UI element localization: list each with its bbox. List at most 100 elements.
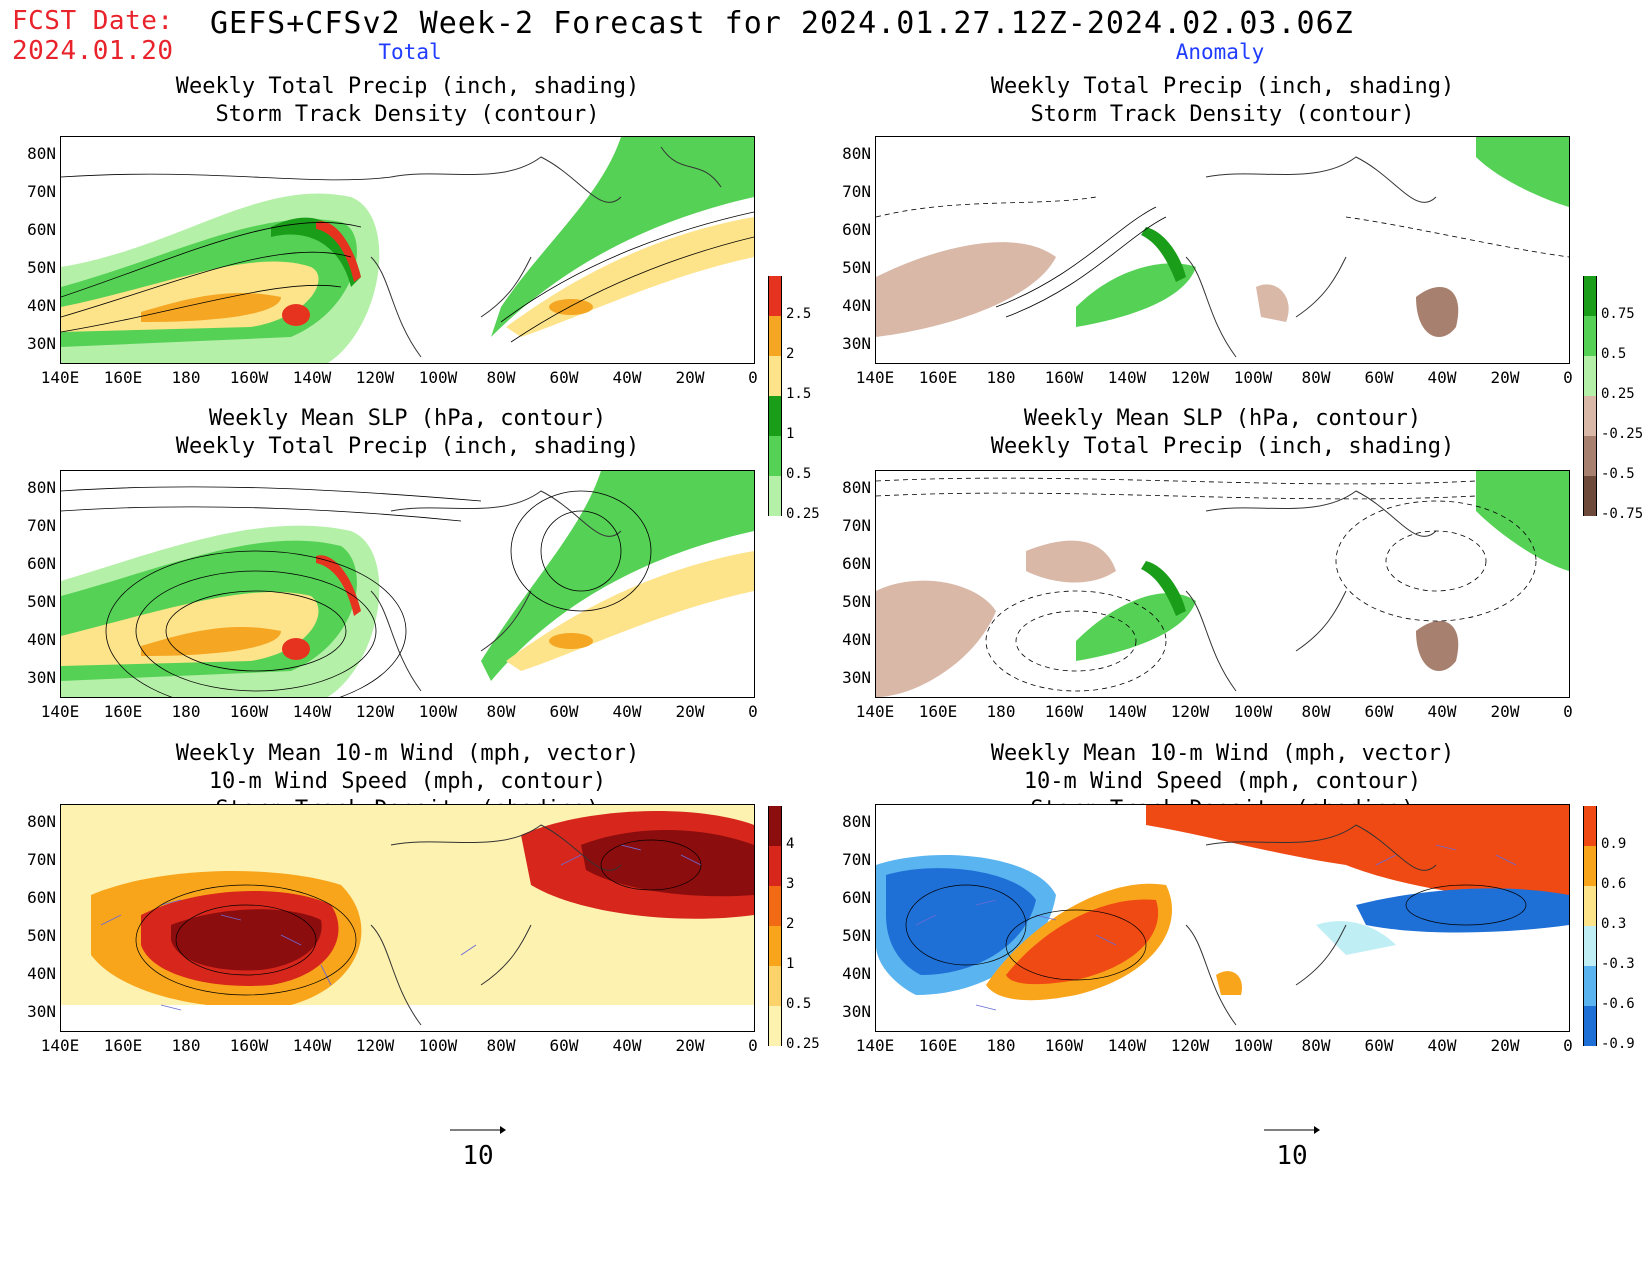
- map-panel-4: [875, 470, 1570, 698]
- latitude-label: 70N: [842, 182, 871, 201]
- colorbar-label: 1: [786, 426, 795, 442]
- map-panel-6: [875, 804, 1570, 1032]
- panel-1-title-line-1: Weekly Total Precip (inch, shading): [175, 74, 640, 99]
- panel-5-title-line-1: Weekly Mean 10-m Wind (mph, vector): [175, 741, 640, 766]
- longitude-label: 180: [171, 1036, 201, 1055]
- precip-atlantic-region: [481, 471, 754, 681]
- precip-atlantic-region: [491, 137, 754, 337]
- dry-anomaly-atlantic: [1416, 287, 1459, 337]
- longitude-label: 140E: [855, 702, 895, 721]
- coastlines: [370, 824, 622, 1026]
- column-label-anomaly: Anomaly: [1175, 40, 1265, 64]
- colorbar-label: 0.5: [786, 996, 812, 1012]
- coastlines: [1185, 490, 1437, 692]
- panel-2-title-line-1: Weekly Total Precip (inch, shading): [990, 74, 1455, 99]
- panel-3-title-line-2: Weekly Total Precip (inch, shading): [175, 434, 640, 459]
- latitude-label: 30N: [842, 1002, 871, 1021]
- main-title: GEFS+CFSv2 Week-2 Forecast for 2024.01.2…: [210, 6, 1354, 41]
- forecast-date-label: FCST Date:: [12, 6, 174, 36]
- colorbar-label: -0.25: [1601, 426, 1644, 442]
- longitude-label: 160W: [1044, 368, 1084, 387]
- latitude-label: 80N: [27, 812, 56, 831]
- longitude-label: 40W: [1427, 368, 1457, 387]
- longitude-label: 80W: [486, 1036, 516, 1055]
- storm-density-atlantic-core: [581, 830, 754, 897]
- longitude-label: 140W: [292, 368, 332, 387]
- map-panel-1: [60, 136, 755, 364]
- precip-heavy-region: [141, 292, 281, 322]
- longitude-label: 0: [1563, 368, 1573, 387]
- colorbar-label: 0.25: [786, 1036, 820, 1052]
- wet-anomaly-greenland: [1476, 471, 1569, 571]
- longitude-label: 120W: [1170, 1036, 1210, 1055]
- latitude-label: 60N: [27, 220, 56, 239]
- positive-density-arctic: [1146, 805, 1569, 898]
- latitude-label: 80N: [842, 144, 871, 163]
- colorbar-label: 0.25: [1601, 386, 1635, 402]
- longitude-label: 160E: [103, 368, 143, 387]
- colorbar-segment: [1583, 1006, 1597, 1046]
- longitude-label: 100W: [418, 702, 458, 721]
- panel-6-title-line-2: 10-m Wind Speed (mph, contour): [1023, 769, 1422, 794]
- map-panel-5-canvas: [61, 805, 754, 1031]
- longitude-label: 160E: [918, 368, 958, 387]
- latitude-label: 80N: [27, 478, 56, 497]
- map-panel-3: [60, 470, 755, 698]
- longitude-label: 160W: [229, 702, 269, 721]
- latitude-label: 30N: [842, 668, 871, 687]
- negative-density-atlantic: [1356, 888, 1569, 933]
- vector-reference-value-left: 10: [462, 1141, 494, 1171]
- panel-4-title-line-1: Weekly Mean SLP (hPa, contour): [1023, 406, 1422, 431]
- longitude-label: 100W: [418, 1036, 458, 1055]
- longitude-label: 140W: [1107, 702, 1147, 721]
- latitude-label: 40N: [842, 964, 871, 983]
- storm-density-pacific-core: [171, 909, 322, 971]
- precip-max-cell: [282, 304, 310, 326]
- colorbar-label: 3: [786, 876, 795, 892]
- precip-coastal-max: [316, 555, 361, 616]
- longitude-label: 160W: [1044, 702, 1084, 721]
- dry-anomaly-southeast: [1256, 284, 1289, 322]
- latitude-label: 50N: [842, 926, 871, 945]
- longitude-label: 80W: [486, 368, 516, 387]
- longitude-label: 20W: [675, 1036, 705, 1055]
- colorbar-segment: [1583, 316, 1597, 356]
- wind-vectors: [915, 844, 1517, 1011]
- colorbar-segment: [1583, 806, 1597, 846]
- longitude-label: 40W: [612, 1036, 642, 1055]
- longitude-label: 0: [748, 368, 758, 387]
- longitude-label: 180: [171, 702, 201, 721]
- colorbar-segment: [768, 356, 782, 396]
- wet-anomaly-region: [1076, 593, 1196, 661]
- colorbar-segment: [768, 1006, 782, 1046]
- longitude-label: 100W: [1233, 702, 1273, 721]
- latitude-label: 50N: [27, 926, 56, 945]
- colorbar-segment: [768, 396, 782, 436]
- forecast-date-value: 2024.01.20: [12, 36, 174, 66]
- colorbar-segment: [1583, 436, 1597, 476]
- colorbar-segment: [768, 316, 782, 356]
- latitude-label: 40N: [27, 296, 56, 315]
- longitude-label: 40W: [612, 702, 642, 721]
- colorbar-label: 0.5: [786, 466, 812, 482]
- slp-anomaly-contours-negative: [876, 477, 1537, 692]
- panel-5-title-line-2: 10-m Wind Speed (mph, contour): [208, 769, 607, 794]
- vector-reference-value-right: 10: [1276, 1141, 1308, 1171]
- longitude-label: 140E: [40, 1036, 80, 1055]
- map-panel-4-canvas: [876, 471, 1569, 697]
- longitude-label: 160E: [918, 1036, 958, 1055]
- longitude-label: 80W: [1301, 368, 1331, 387]
- colorbar-label: 4: [786, 836, 795, 852]
- colorbar-segment: [1583, 356, 1597, 396]
- precip-max-cell: [282, 638, 310, 660]
- colorbar-segment: [768, 966, 782, 1006]
- longitude-label: 40W: [1427, 1036, 1457, 1055]
- longitude-label: 120W: [1170, 368, 1210, 387]
- latitude-label: 80N: [27, 144, 56, 163]
- colorbar-segment: [768, 276, 782, 316]
- latitude-label: 30N: [27, 334, 56, 353]
- colorbar-label: -0.6: [1601, 996, 1635, 1012]
- dry-anomaly-region: [876, 242, 1056, 337]
- wet-anomaly-coastal: [1141, 561, 1186, 616]
- longitude-label: 20W: [1490, 368, 1520, 387]
